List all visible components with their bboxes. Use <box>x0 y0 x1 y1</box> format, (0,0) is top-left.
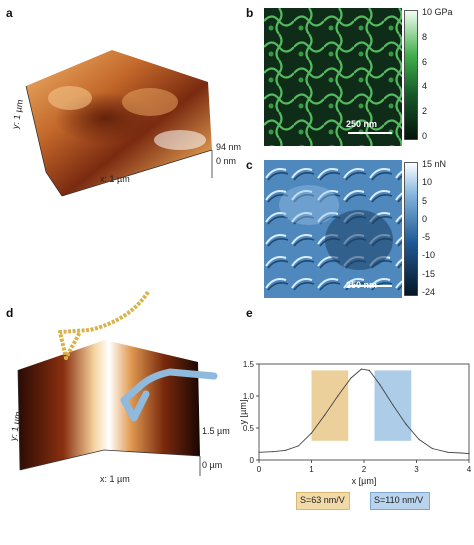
panel-a-x-axis-label: x: 1 µm <box>100 174 130 184</box>
data-point <box>271 451 273 453</box>
data-point <box>392 404 394 406</box>
panel-a-topography <box>25 50 213 197</box>
series-line-profile <box>258 368 470 455</box>
y-axis-label: y [µm] <box>240 400 248 425</box>
panel-c-adhesion-map <box>264 160 402 298</box>
blue-afm-tip <box>120 368 218 422</box>
data-point <box>258 451 260 453</box>
panel-d-zmin-label: 0 µm <box>202 460 223 470</box>
data-point <box>418 438 420 441</box>
data-point <box>360 368 362 370</box>
legend-box-left: S=63 nm/V <box>296 492 350 510</box>
panel-d-x-axis-label: x: 1 µm <box>100 474 130 484</box>
y-tick-label: 0 <box>250 456 255 465</box>
data-point <box>431 447 433 450</box>
data-point <box>460 452 462 454</box>
colorbar-tick-label: 0 <box>422 213 428 224</box>
data-point <box>297 445 299 447</box>
panel-b-scale-label: 250 nm <box>346 119 378 129</box>
colorbar-tick-label: 15 nN <box>422 159 447 169</box>
data-point <box>447 451 449 453</box>
data-point <box>324 414 326 416</box>
colorbar-tick-label: 6 <box>422 56 428 67</box>
data-point <box>379 383 381 386</box>
data-point <box>310 432 313 434</box>
colorbar-tick-label: -15 <box>422 268 436 279</box>
legend-left-label: S=63 nm/V <box>300 495 345 505</box>
x-tick-label: 0 <box>257 465 262 474</box>
colorbar-tick-label: 5 <box>422 195 428 206</box>
colorbar-tick-label: -5 <box>422 232 431 243</box>
legend-right-label: S=110 nm/V <box>374 495 424 505</box>
x-tick-label: 3 <box>414 465 419 474</box>
panel-a-zmax-label: 94 nm <box>216 142 242 152</box>
data-point <box>284 449 286 451</box>
colorbar-tick-label: -24 <box>422 287 436 297</box>
colorbar-tick-label: 2 <box>422 106 428 117</box>
data-point <box>350 377 352 379</box>
panel-c-colorbar <box>404 162 418 296</box>
y-tick-label: 0.5 <box>243 424 255 433</box>
colorbar-tick-label: -10 <box>422 250 436 261</box>
data-point <box>337 395 339 397</box>
x-tick-label: 1 <box>309 465 314 474</box>
colorbar-tick-label: 4 <box>422 81 428 92</box>
panel-letter-b: b <box>246 6 254 20</box>
data-point <box>368 369 370 371</box>
panel-a-zmin-label: 0 nm <box>216 156 237 166</box>
panel-b-modulus-map <box>264 8 402 146</box>
data-point <box>468 453 470 455</box>
colorbar-tick-label: 8 <box>422 31 428 42</box>
x-tick-label: 2 <box>362 465 367 474</box>
wedge-surface <box>18 340 200 470</box>
panel-letter-c: c <box>246 158 253 172</box>
colorbar-tick-label: 10 GPa <box>422 7 453 17</box>
panel-d-zmax-label: 1.5 µm <box>202 426 230 436</box>
colorbar-tick-label: 10 <box>422 177 433 188</box>
panel-c-scale-label: 250 nm <box>346 280 378 290</box>
y-tick-label: 1.0 <box>243 392 255 401</box>
panel-e-profile-chart: 0 1 2 3 4 0 0.5 1.0 1.5 x [µm] y [µm] <box>240 360 472 486</box>
gold-afm-tip <box>58 290 150 360</box>
y-tick-label: 1.5 <box>243 360 255 369</box>
data-point <box>405 423 407 425</box>
chart-frame <box>258 363 470 461</box>
panel-letter-d: d <box>6 306 14 320</box>
x-tick-label: 4 <box>467 465 472 474</box>
panel-b-colorbar <box>404 10 418 140</box>
legend-box-right: S=110 nm/V <box>370 492 430 510</box>
colorbar-tick-label: 0 <box>422 131 428 141</box>
region-left <box>311 370 349 441</box>
panel-letter-a: a <box>6 6 13 20</box>
x-axis-label: x [µm] <box>352 476 377 486</box>
panel-d-wedge-model <box>17 290 218 476</box>
panel-letter-e: e <box>246 306 253 320</box>
